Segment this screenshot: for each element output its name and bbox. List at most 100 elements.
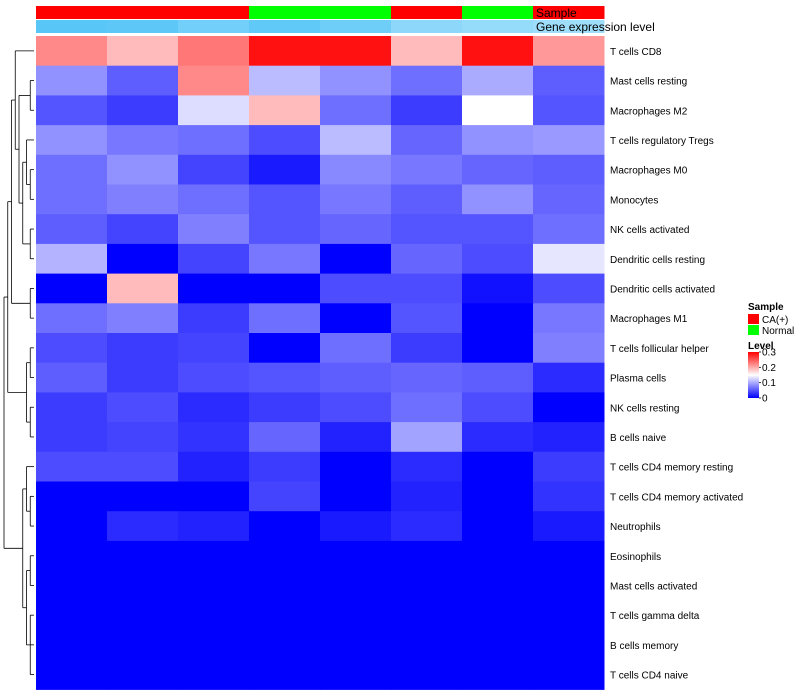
heatmap-cell <box>320 630 392 661</box>
row-label: Macrophages M1 <box>610 314 688 325</box>
heatmap-cell <box>391 570 463 601</box>
heatmap-cell <box>249 95 321 126</box>
heatmap-cell <box>249 125 321 156</box>
legend-swatch-normal <box>748 325 759 335</box>
heatmap-cell <box>533 125 605 156</box>
heatmap-cell <box>462 154 534 185</box>
row-label: T cells CD4 memory resting <box>610 463 733 474</box>
heatmap-cell <box>107 333 179 364</box>
heatmap-cell <box>533 481 605 512</box>
heatmap-cell <box>462 600 534 631</box>
row-label: Neutrophils <box>610 522 661 533</box>
row-label: B cells memory <box>610 641 678 652</box>
heatmap-cell <box>533 600 605 631</box>
heatmap-cell <box>462 422 534 453</box>
heatmap-cell <box>249 540 321 572</box>
heatmap-cell <box>462 243 534 275</box>
heatmap-cell <box>533 243 605 275</box>
heatmap-cell <box>391 392 463 423</box>
heatmap-cell <box>107 95 179 126</box>
heatmap-cell <box>320 65 392 96</box>
heatmap-cell <box>462 95 534 126</box>
heatmap-cell <box>533 333 605 364</box>
heatmap-cell <box>178 65 250 96</box>
heatmap-cell <box>178 570 250 601</box>
heatmap-cell <box>462 511 534 542</box>
heatmap-cell <box>107 243 179 275</box>
heatmap-cell <box>178 125 250 156</box>
heatmap-cell <box>178 451 250 482</box>
heatmap-cell <box>249 422 321 453</box>
row-label: Monocytes <box>610 195 658 206</box>
heatmap-cell <box>249 481 321 512</box>
heatmap-cell <box>533 214 605 245</box>
heatmap-cell <box>462 303 534 334</box>
heatmap-cell <box>320 184 392 215</box>
heatmap-cell <box>178 481 250 512</box>
heatmap-cell <box>249 214 321 245</box>
heatmap-cell <box>36 422 108 453</box>
heatmap-cell <box>391 451 463 482</box>
legend-swatch-ca <box>748 314 759 324</box>
heatmap-cell <box>391 333 463 364</box>
heatmap-cell <box>36 481 108 512</box>
heatmap-cell <box>462 65 534 96</box>
heatmap-cell <box>533 422 605 453</box>
expression-annotation-cell <box>462 20 534 33</box>
heatmap-cell <box>36 243 108 275</box>
heatmap-cell <box>462 125 534 156</box>
expression-annotation-cell <box>36 20 108 33</box>
heatmap-cell <box>320 95 392 126</box>
heatmap-cell <box>533 95 605 126</box>
row-label: T cells CD4 naive <box>610 671 689 682</box>
annotation-label-expression: Gene expression level <box>536 20 655 34</box>
heatmap-cell <box>391 303 463 334</box>
heatmap-cell <box>107 511 179 542</box>
heatmap-cell <box>462 540 534 572</box>
heatmap-cell <box>462 184 534 215</box>
level-tick-label: 0.2 <box>762 363 776 374</box>
heatmap-cell <box>107 451 179 482</box>
row-label: NK cells resting <box>610 403 679 414</box>
heatmap-cells <box>36 36 605 690</box>
heatmap-cell <box>107 362 179 393</box>
heatmap-cell <box>320 154 392 185</box>
heatmap-cell <box>249 184 321 215</box>
heatmap-cell <box>320 570 392 601</box>
row-label: Macrophages M2 <box>610 106 688 117</box>
heatmap-cell <box>36 451 108 482</box>
expression-annotation-cell <box>533 20 605 33</box>
level-tick-label: 0 <box>762 394 768 405</box>
heatmap-cell <box>249 65 321 96</box>
sample-annotation-cell <box>107 6 179 19</box>
heatmap-cell <box>36 154 108 185</box>
heatmap-cell <box>533 273 605 304</box>
heatmap-cell <box>320 273 392 304</box>
heatmap-cell <box>391 362 463 393</box>
heatmap-cell <box>249 303 321 334</box>
heatmap-cell <box>249 36 321 67</box>
heatmap-cell <box>391 125 463 156</box>
heatmap-cell <box>391 422 463 453</box>
heatmap-cell <box>320 481 392 512</box>
heatmap-cell <box>36 125 108 156</box>
heatmap-cell <box>533 659 605 690</box>
row-label: NK cells activated <box>610 225 689 236</box>
heatmap-cell <box>107 600 179 631</box>
heatmap-cell <box>320 36 392 67</box>
heatmap-cell <box>178 214 250 245</box>
row-label: Dendritic cells resting <box>610 255 705 266</box>
heatmap-cell <box>178 273 250 304</box>
heatmap-cell <box>178 362 250 393</box>
row-label: T cells CD4 memory activated <box>610 492 743 503</box>
heatmap-cell <box>533 154 605 185</box>
heatmap-cell <box>107 273 179 304</box>
heatmap-cell <box>533 392 605 423</box>
heatmap-cell <box>249 154 321 185</box>
heatmap-cell <box>36 362 108 393</box>
heatmap-cell <box>178 184 250 215</box>
row-label: Dendritic cells activated <box>610 284 715 295</box>
heatmap-cell <box>36 540 108 572</box>
level-tick-label: 0.1 <box>762 378 776 389</box>
heatmap-cell <box>36 511 108 542</box>
